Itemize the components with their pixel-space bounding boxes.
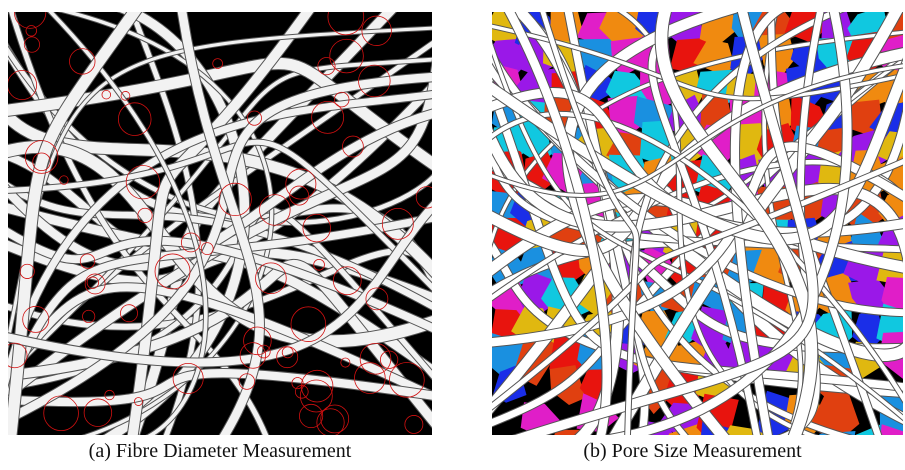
pore-image <box>492 12 903 435</box>
caption: (b) Pore Size Measurement <box>480 440 905 463</box>
caption: (a) Fibre Diameter Measurement <box>0 440 440 463</box>
figure-page: (a) Fibre Diameter Measurement (b) Pore … <box>0 0 905 470</box>
fibre-image <box>8 12 432 435</box>
